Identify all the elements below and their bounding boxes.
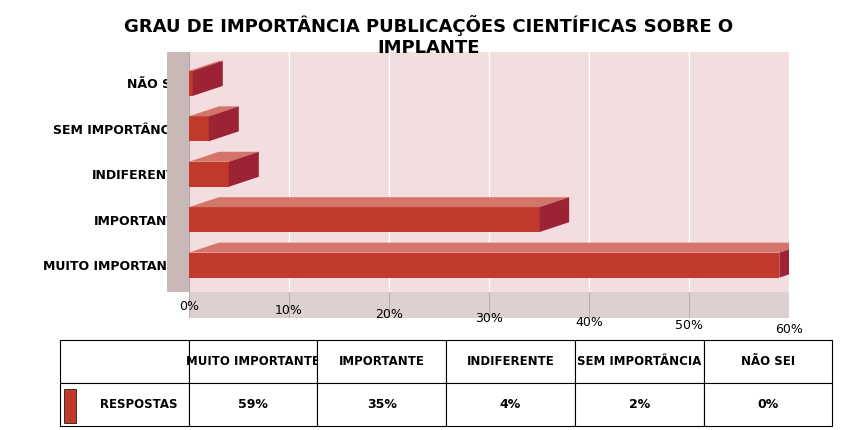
Text: 50%: 50%: [675, 319, 704, 332]
Polygon shape: [189, 106, 239, 117]
Polygon shape: [189, 207, 539, 232]
Polygon shape: [189, 71, 193, 96]
Bar: [63, 389, 76, 423]
Text: 10%: 10%: [275, 304, 303, 317]
Polygon shape: [539, 197, 569, 232]
Polygon shape: [189, 162, 229, 187]
Polygon shape: [189, 253, 779, 278]
Text: 20%: 20%: [375, 308, 403, 321]
Text: 40%: 40%: [575, 316, 603, 329]
Polygon shape: [189, 117, 208, 141]
Text: 0%: 0%: [178, 300, 199, 313]
Text: GRAU DE IMPORTÂNCIA PUBLICAÇÕES CIENTÍFICAS SOBRE O
IMPLANTE: GRAU DE IMPORTÂNCIA PUBLICAÇÕES CIENTÍFI…: [124, 15, 734, 57]
Polygon shape: [208, 106, 239, 141]
Polygon shape: [229, 152, 259, 187]
Text: 30%: 30%: [475, 312, 503, 325]
Polygon shape: [189, 61, 223, 71]
Polygon shape: [189, 197, 569, 207]
Polygon shape: [193, 61, 223, 96]
Polygon shape: [189, 152, 259, 162]
Polygon shape: [189, 243, 809, 253]
Text: 60%: 60%: [776, 323, 803, 336]
Polygon shape: [779, 243, 809, 278]
